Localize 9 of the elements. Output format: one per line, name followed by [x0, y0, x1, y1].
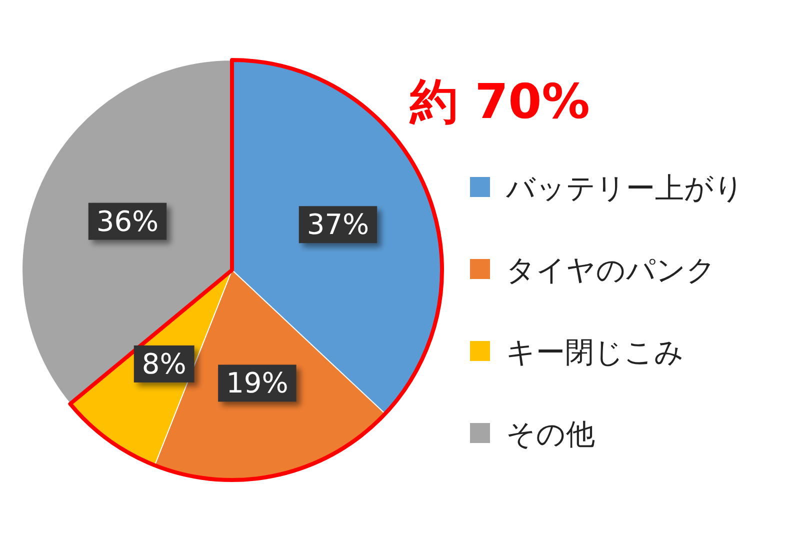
data-label: 8%	[142, 347, 186, 380]
legend-label: その他	[506, 417, 595, 451]
legend-label: タイヤのパンク	[506, 253, 716, 287]
data-label: 37%	[306, 208, 370, 242]
data-label: 36%	[96, 204, 159, 238]
legend-label: キー閉じこみ	[506, 335, 684, 369]
text: 約 70%	[409, 74, 590, 130]
data-label: 19%	[226, 366, 288, 400]
legend-label: バッテリー上がり	[505, 171, 744, 205]
